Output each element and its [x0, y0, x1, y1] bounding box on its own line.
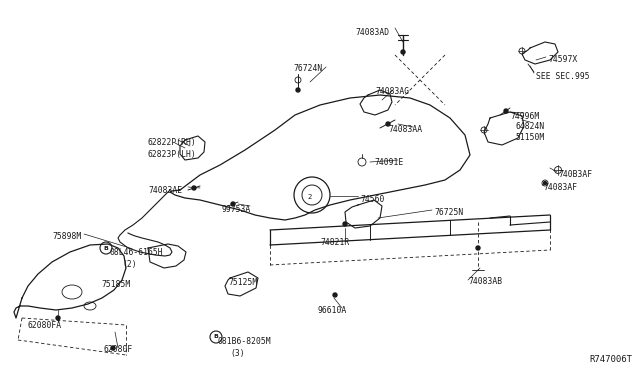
Text: (3): (3) [230, 349, 244, 358]
Circle shape [333, 293, 337, 297]
Text: 740B3AF: 740B3AF [558, 170, 592, 179]
Circle shape [543, 182, 547, 185]
Text: 76725N: 76725N [434, 208, 463, 217]
Circle shape [504, 109, 508, 113]
Text: 74083AD: 74083AD [355, 28, 389, 37]
Text: 62823P(LH): 62823P(LH) [148, 150, 196, 159]
Text: 64824N: 64824N [516, 122, 545, 131]
Text: 74091E: 74091E [374, 158, 403, 167]
Circle shape [343, 222, 347, 226]
Text: SEE SEC.995: SEE SEC.995 [536, 72, 589, 81]
Text: 2: 2 [308, 194, 312, 200]
Text: 75185M: 75185M [101, 280, 131, 289]
Circle shape [296, 88, 300, 92]
Circle shape [386, 122, 390, 126]
Circle shape [231, 202, 235, 206]
Text: 75898M: 75898M [52, 232, 81, 241]
Circle shape [56, 316, 60, 320]
Text: B: B [214, 334, 218, 340]
Text: 74996M: 74996M [510, 112, 540, 121]
Circle shape [111, 346, 115, 350]
Text: (2): (2) [122, 260, 136, 269]
Text: 74083AB: 74083AB [468, 277, 502, 286]
Text: 74597X: 74597X [548, 55, 577, 64]
Text: 62822P(RH): 62822P(RH) [148, 138, 196, 147]
Text: 08L46-6165H: 08L46-6165H [110, 248, 164, 257]
Text: B: B [104, 246, 108, 250]
Text: 62080FA: 62080FA [28, 321, 62, 330]
Text: 62080F: 62080F [103, 345, 132, 354]
Text: 74083AF: 74083AF [543, 183, 577, 192]
Text: 74083AG: 74083AG [375, 87, 409, 96]
Circle shape [476, 246, 480, 250]
Text: 74083AE: 74083AE [148, 186, 182, 195]
Text: 51150M: 51150M [516, 133, 545, 142]
Text: 081B6-8205M: 081B6-8205M [218, 337, 271, 346]
Circle shape [401, 50, 405, 54]
Text: 76724N: 76724N [293, 64, 323, 73]
Text: 99753A: 99753A [222, 205, 252, 214]
Text: 74083AA: 74083AA [388, 125, 422, 134]
Text: 75125M: 75125M [228, 278, 257, 287]
Text: 96610A: 96610A [318, 306, 348, 315]
Text: 74560: 74560 [360, 195, 385, 204]
Text: 74821R: 74821R [320, 238, 349, 247]
Text: R747006T: R747006T [589, 355, 632, 364]
Circle shape [192, 186, 196, 190]
